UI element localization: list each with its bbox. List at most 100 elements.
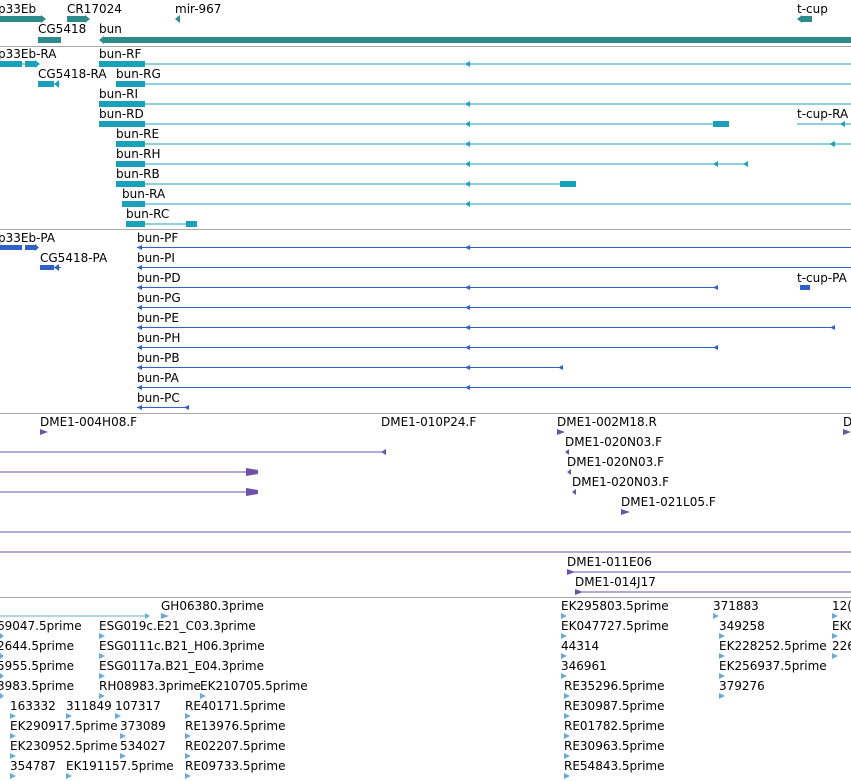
clone-glyph[interactable] (381, 449, 386, 455)
est-glyph[interactable] (561, 613, 567, 619)
est-label[interactable]: 2644.5prime (0, 639, 74, 653)
transcript-label[interactable]: t-cup-RA (797, 107, 849, 121)
transcript-label[interactable]: p33Eb-PA (0, 231, 56, 245)
est-label[interactable]: RE13976.5prime (185, 719, 286, 733)
transcript-glyph[interactable] (186, 221, 197, 227)
gene-glyph[interactable] (38, 37, 61, 43)
transcript-label[interactable]: bun-PG (137, 291, 181, 305)
est-label[interactable]: 44314 (561, 639, 599, 653)
est-glyph[interactable] (564, 733, 570, 739)
transcript-glyph[interactable] (99, 121, 145, 127)
est-glyph[interactable] (0, 633, 4, 639)
est-glyph[interactable] (120, 733, 126, 739)
transcript-glyph[interactable] (54, 80, 59, 88)
clone-glyph[interactable] (246, 468, 258, 476)
transcript-glyph[interactable] (99, 101, 145, 107)
clone-label[interactable]: DME1-020N03.F (567, 455, 664, 469)
est-label[interactable]: RE30987.5prime (564, 699, 665, 713)
transcript-glyph[interactable] (40, 265, 54, 270)
est-glyph[interactable] (832, 633, 838, 639)
est-glyph[interactable] (719, 653, 725, 659)
est-glyph[interactable] (145, 613, 150, 619)
est-label[interactable]: 12( (832, 599, 851, 613)
transcript-label[interactable]: bun-PH (137, 331, 180, 345)
est-label[interactable]: 3983.5prime (0, 679, 74, 693)
est-label[interactable]: 349258 (719, 619, 765, 633)
est-glyph[interactable] (99, 653, 105, 659)
est-label[interactable]: 5955.5prime (0, 659, 74, 673)
est-glyph[interactable] (832, 613, 838, 619)
transcript-label[interactable]: bun-RA (122, 187, 166, 201)
transcript-glyph[interactable] (116, 181, 145, 187)
est-glyph[interactable] (10, 733, 16, 739)
transcript-label[interactable]: bun-RI (99, 87, 138, 101)
gene-glyph[interactable] (0, 16, 41, 22)
transcript-label[interactable]: bun-RB (116, 167, 160, 181)
est-label[interactable]: ESG019c.E21_C03.3prime (99, 619, 256, 633)
transcript-label[interactable]: bun-PD (137, 271, 181, 285)
est-label[interactable]: 226 (832, 639, 851, 653)
transcript-glyph[interactable] (35, 60, 40, 68)
est-glyph[interactable] (120, 753, 126, 759)
clone-glyph[interactable] (565, 449, 569, 455)
transcript-glyph[interactable] (116, 161, 145, 167)
clone-glyph[interactable] (246, 488, 258, 496)
transcript-label[interactable]: bun-RD (99, 107, 144, 121)
est-label[interactable]: 107317 (115, 699, 161, 713)
gene-label[interactable]: CG5418 (38, 22, 86, 36)
transcript-label[interactable]: bun-PE (137, 311, 179, 325)
est-label[interactable]: RE01782.5prime (564, 719, 665, 733)
est-label[interactable]: 534027 (120, 739, 166, 753)
est-label[interactable]: 69047.5prime (0, 619, 82, 633)
est-glyph[interactable] (66, 773, 72, 779)
est-label[interactable]: 346961 (561, 659, 607, 673)
transcript-label[interactable]: bun-RG (116, 67, 161, 81)
est-glyph[interactable] (561, 653, 567, 659)
est-label[interactable]: RE35296.5prime (564, 679, 665, 693)
est-label[interactable]: 311849 (66, 699, 112, 713)
transcript-label[interactable]: bun-PI (137, 251, 175, 265)
clone-label[interactable]: DME1-014J17 (575, 575, 656, 589)
transcript-glyph[interactable] (116, 81, 145, 87)
est-glyph[interactable] (185, 713, 191, 719)
est-glyph[interactable] (564, 693, 570, 699)
clone-label[interactable]: DME1-010P24.F (381, 415, 476, 429)
est-glyph[interactable] (99, 633, 105, 639)
transcript-glyph[interactable] (800, 285, 810, 290)
clone-label[interactable]: DME1-021L05.F (621, 495, 716, 509)
transcript-glyph[interactable] (25, 61, 35, 67)
est-label[interactable]: EK191157.5prime (66, 759, 174, 773)
est-glyph[interactable] (115, 713, 121, 719)
est-label[interactable]: 354787 (10, 759, 56, 773)
transcript-label[interactable]: t-cup-PA (797, 271, 848, 285)
est-glyph[interactable] (10, 753, 16, 759)
est-label[interactable]: 163332 (10, 699, 56, 713)
est-label[interactable]: 373089 (120, 719, 166, 733)
transcript-glyph[interactable] (25, 245, 35, 250)
est-label[interactable]: RE40171.5prime (185, 699, 286, 713)
gene-glyph[interactable] (99, 36, 104, 44)
est-label[interactable]: 371883 (713, 599, 759, 613)
gene-glyph[interactable] (175, 15, 180, 23)
transcript-glyph[interactable] (122, 201, 145, 207)
est-label[interactable]: GH06380.3prime (161, 599, 264, 613)
transcript-glyph[interactable] (560, 181, 576, 187)
gene-glyph[interactable] (85, 15, 90, 23)
est-label[interactable]: RE09733.5prime (185, 759, 286, 773)
est-glyph[interactable] (185, 733, 191, 739)
gene-label[interactable]: t-cup (797, 2, 828, 16)
transcript-label[interactable]: bun-PF (137, 231, 178, 245)
est-label[interactable]: RH08983.3prime (99, 679, 201, 693)
est-glyph[interactable] (99, 673, 105, 679)
est-glyph[interactable] (719, 633, 725, 639)
clone-glyph[interactable] (567, 569, 575, 575)
transcript-label[interactable]: bun-RH (116, 147, 161, 161)
est-label[interactable]: RE02207.5prime (185, 739, 286, 753)
gene-label[interactable]: mir-967 (175, 2, 221, 16)
gene-glyph[interactable] (41, 15, 46, 23)
est-label[interactable]: EK290917.5prime (10, 719, 118, 733)
transcript-glyph[interactable] (713, 121, 729, 127)
est-glyph[interactable] (200, 693, 206, 699)
clone-label[interactable]: DME1-020N03.F (565, 435, 662, 449)
clone-label[interactable]: DME1-020N03.F (572, 475, 669, 489)
